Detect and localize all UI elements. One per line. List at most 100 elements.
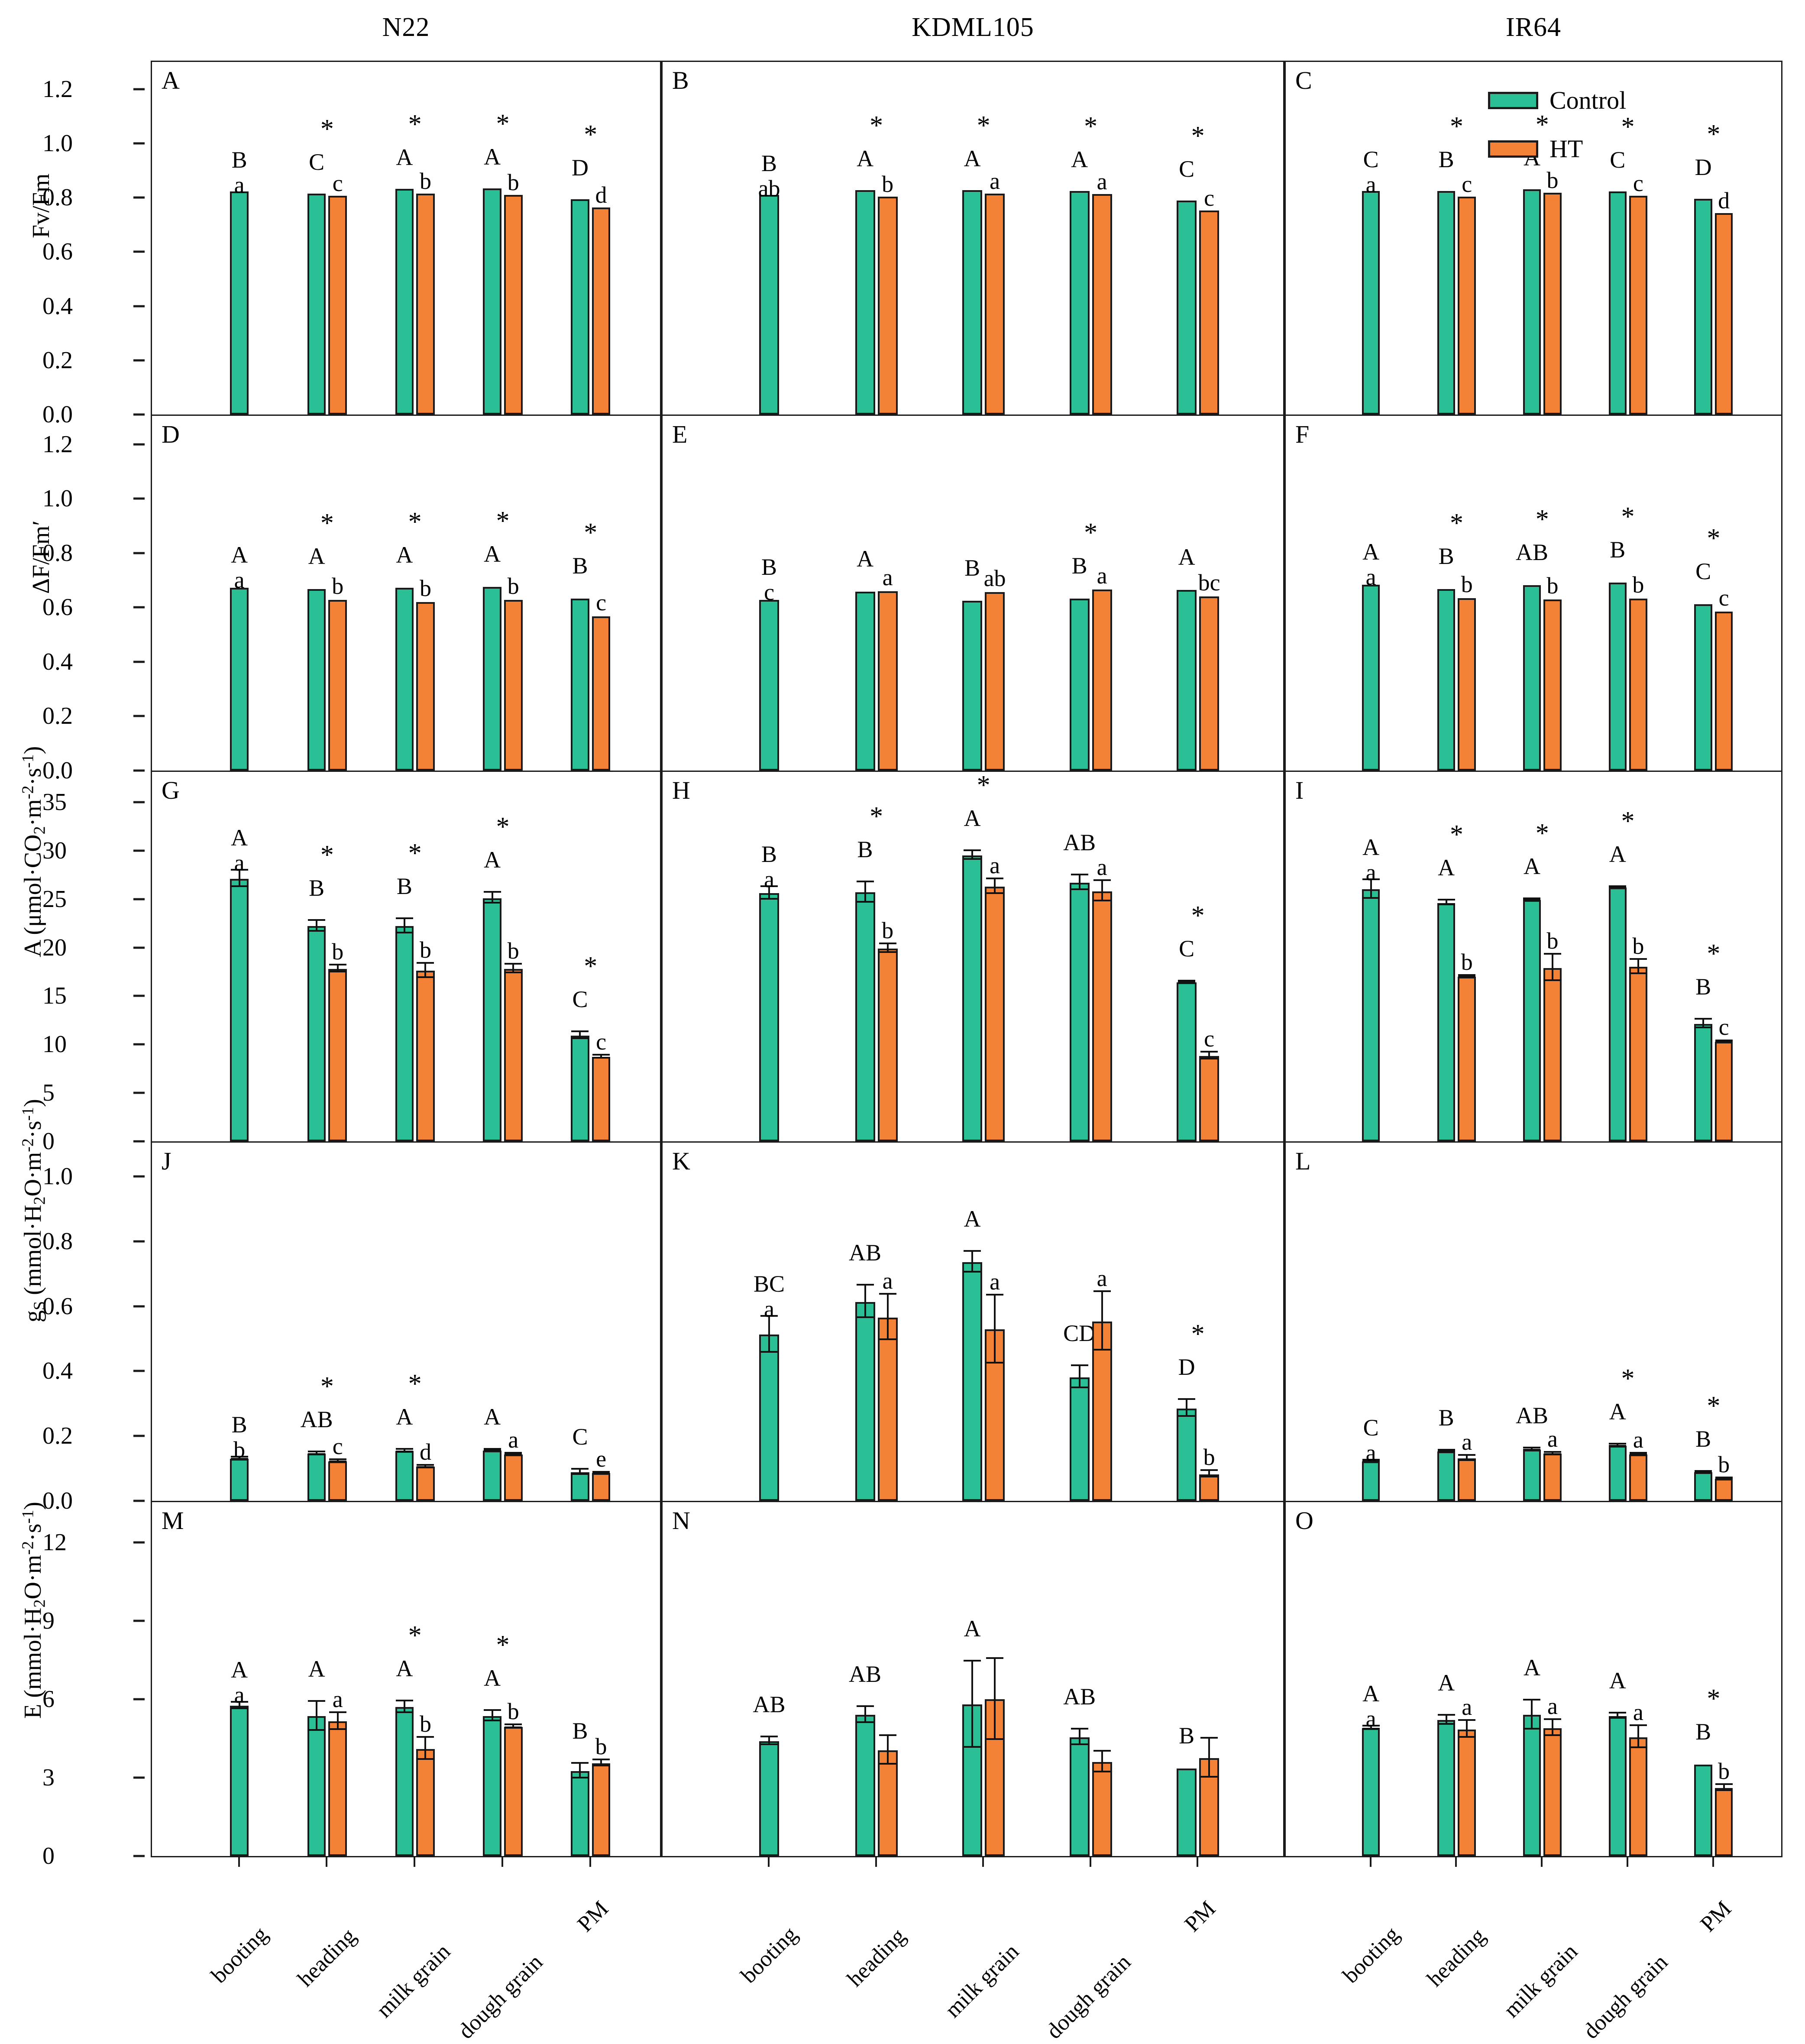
errorbar-cap-top [505, 1451, 522, 1454]
errorbar-cap-bottom [1695, 1471, 1712, 1473]
errorbar-ht-N-3 [1101, 1751, 1103, 1773]
legend-item-ht[interactable]: HT [1488, 134, 1583, 163]
y-tick-mark [133, 88, 145, 91]
y-tick-mark [133, 1541, 145, 1544]
x-tick-label-milk-grain: milk grain [1499, 1939, 1583, 2023]
errorbar-ht-K-2 [994, 1295, 996, 1364]
sig-letter-lower-H-3: a [1097, 854, 1107, 881]
errorbar-cap-top [1178, 1398, 1196, 1400]
sig-letter-upper-H-1: B [857, 836, 873, 862]
bar-ht-M-1 [328, 1721, 347, 1856]
errorbar-cap-bottom [1715, 1477, 1733, 1480]
bar-ht-C-3 [1629, 195, 1647, 415]
sig-letter-upper-D-0: A [231, 542, 248, 568]
errorbar-ht-L-1 [1466, 1455, 1468, 1461]
errorbar-cap-top [760, 1735, 778, 1737]
sig-letter-lower-L-2: a [1547, 1426, 1558, 1452]
bar-ht-J-1 [328, 1461, 347, 1501]
bar-control-C-0 [1362, 191, 1380, 415]
sig-letter-upper-O-4: B [1695, 1718, 1711, 1745]
bar-control-C-4 [1694, 199, 1712, 415]
errorbar-cap-bottom [308, 930, 326, 932]
sig-letter-lower-E-0: c [764, 579, 775, 605]
sig-letter-lower-J-4: e [596, 1445, 607, 1472]
y-tick-mark [133, 443, 145, 446]
bar-control-E-4 [1177, 590, 1197, 771]
bar-control-I-4 [1694, 1024, 1712, 1141]
bar-control-G-2 [395, 926, 414, 1141]
errorbar-cap-top [1093, 1749, 1111, 1752]
y-tick-mark [133, 1620, 145, 1622]
errorbar-cap-top [1544, 1718, 1562, 1720]
sig-letter-lower-E-4: bc [1198, 569, 1220, 596]
sig-letter-upper-B-0: B [761, 150, 777, 176]
x-tick-label-PM: PM [1180, 1896, 1221, 1937]
bar-control-M-4 [571, 1771, 589, 1856]
y-tick-mark [133, 715, 145, 717]
errorbar-cap-top [329, 1458, 346, 1461]
errorbar-cap-top [1629, 1724, 1647, 1727]
sig-letter-upper-H-0: B [761, 841, 777, 867]
errorbar-cap-bottom [1178, 1415, 1196, 1417]
errorbar-cap-bottom [879, 951, 896, 953]
x-tick-label-PM: PM [573, 1896, 613, 1937]
errorbar-ht-O-3 [1637, 1726, 1639, 1748]
y-tick-label: 0.2 [42, 1422, 73, 1450]
significance-asterisk-L-3: * [1621, 1364, 1635, 1394]
bar-ht-E-2 [985, 592, 1005, 771]
bar-ht-B-1 [877, 197, 898, 415]
sig-letter-lower-B-0: ab [758, 175, 780, 201]
bar-control-L-0 [1362, 1461, 1380, 1501]
y-tick-label: 0.2 [42, 703, 73, 730]
y-tick-D-0.4: 0.4 [42, 648, 145, 676]
bar-ht-E-3 [1092, 589, 1112, 771]
errorbar-ht-K-4 [1208, 1471, 1210, 1478]
bar-control-N-0 [759, 1741, 780, 1856]
errorbar-cap-top [1200, 1736, 1218, 1739]
errorbar-control-G-4 [579, 1032, 581, 1040]
bar-control-M-0 [230, 1706, 249, 1856]
y-tick-label: 1.0 [42, 485, 73, 512]
errorbar-cap-bottom [856, 901, 874, 903]
panel-letter-N: N [672, 1506, 690, 1535]
errorbar-cap-bottom [483, 1450, 501, 1452]
bar-control-A-4 [571, 199, 589, 415]
errorbar-ht-H-4 [1208, 1053, 1210, 1059]
sig-letter-upper-N-3: AB [1063, 1683, 1096, 1710]
bar-control-J-1 [307, 1453, 326, 1501]
errorbar-cap-top [395, 1448, 413, 1450]
bar-control-C-3 [1608, 191, 1627, 415]
y-tick-label: 25 [42, 885, 67, 913]
bar-ht-C-2 [1543, 193, 1562, 415]
errorbar-control-K-0 [768, 1317, 770, 1353]
sig-letter-lower-L-3: a [1633, 1426, 1643, 1453]
bar-control-D-1 [307, 589, 326, 771]
y-tick-G-20: 20 [42, 934, 145, 962]
significance-asterisk-M-2: * [408, 1621, 422, 1651]
sig-letter-lower-M-1: a [332, 1686, 343, 1713]
legend-item-control[interactable]: Control [1488, 86, 1626, 115]
bar-control-A-0 [230, 191, 249, 415]
errorbar-cap-top [483, 1448, 501, 1450]
errorbar-ht-O-4 [1723, 1785, 1725, 1791]
bar-control-J-0 [230, 1458, 249, 1501]
errorbar-cap-top [308, 1700, 326, 1702]
sig-letter-upper-J-3: A [484, 1403, 501, 1430]
errorbar-cap-top [1458, 974, 1476, 976]
y-tick-D-0: 0.0 [42, 757, 145, 784]
errorbar-cap-top [417, 962, 434, 964]
bar-control-B-0 [759, 194, 780, 415]
errorbar-ht-G-3 [512, 964, 514, 973]
errorbar-cap-top [1200, 1051, 1218, 1053]
y-tick-D-1.2: 1.2 [42, 431, 145, 458]
errorbar-cap-top [230, 868, 248, 871]
y-tick-label: 0.0 [42, 757, 73, 784]
errorbar-cap-top [1715, 1783, 1733, 1785]
errorbar-cap-bottom [1178, 982, 1196, 984]
errorbar-cap-top [1715, 1039, 1733, 1041]
bar-ht-D-2 [416, 602, 435, 771]
errorbar-ht-M-1 [336, 1713, 339, 1730]
